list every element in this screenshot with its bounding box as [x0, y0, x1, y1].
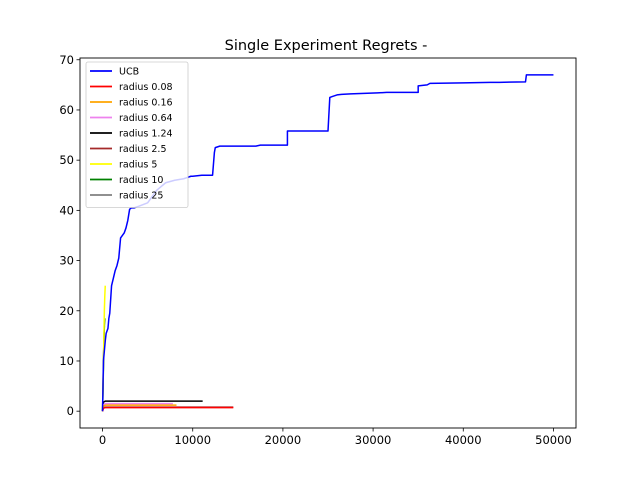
- y-tick-label: 60: [59, 103, 74, 117]
- legend-label-radius-2-5: radius 2.5: [119, 144, 167, 155]
- y-tick-label: 40: [59, 203, 74, 217]
- legend-label-radius-0-64: radius 0.64: [119, 113, 173, 124]
- chart-title: Single Experiment Regrets -: [225, 38, 428, 54]
- x-tick-label: 40000: [445, 433, 482, 447]
- legend-label-radius-25: radius 25: [119, 191, 163, 202]
- series-layer: [101, 74, 554, 412]
- y-tick-label: 20: [59, 304, 74, 318]
- series-line-radius-1-24: [101, 400, 203, 412]
- x-tick-label: 20000: [265, 433, 302, 447]
- y-tick-label: 50: [59, 153, 74, 167]
- x-tick-label: 0: [99, 433, 106, 447]
- legend: UCB radius 0.08 radius 0.16 radius 0.64 radi…: [85, 61, 189, 208]
- x-axis: 0 10000 20000 30000 40000 50000: [99, 428, 572, 447]
- legend-label-radius-0-16: radius 0.16: [119, 98, 173, 109]
- y-tick-label: 30: [59, 254, 74, 268]
- y-axis: 0 10 20 30 40 50 60 70: [59, 53, 80, 418]
- plot-area-frame: [79, 57, 577, 429]
- legend-label-radius-0-08: radius 0.08: [119, 82, 173, 93]
- x-tick-label: 10000: [174, 433, 211, 447]
- series-line-ucb: [101, 74, 554, 412]
- y-tick-label: 0: [67, 404, 74, 418]
- series-line-radius-0-08: [101, 406, 234, 412]
- y-tick-label: 70: [59, 53, 74, 67]
- y-tick-label: 10: [59, 354, 74, 368]
- legend-label-ucb: UCB: [119, 67, 139, 78]
- legend-box: [85, 61, 189, 208]
- legend-label-radius-10: radius 10: [119, 175, 163, 186]
- x-tick-label: 30000: [355, 433, 392, 447]
- x-tick-label: 50000: [535, 433, 572, 447]
- legend-label-radius-1-24: radius 1.24: [119, 129, 173, 140]
- legend-label-radius-5: radius 5: [119, 160, 157, 171]
